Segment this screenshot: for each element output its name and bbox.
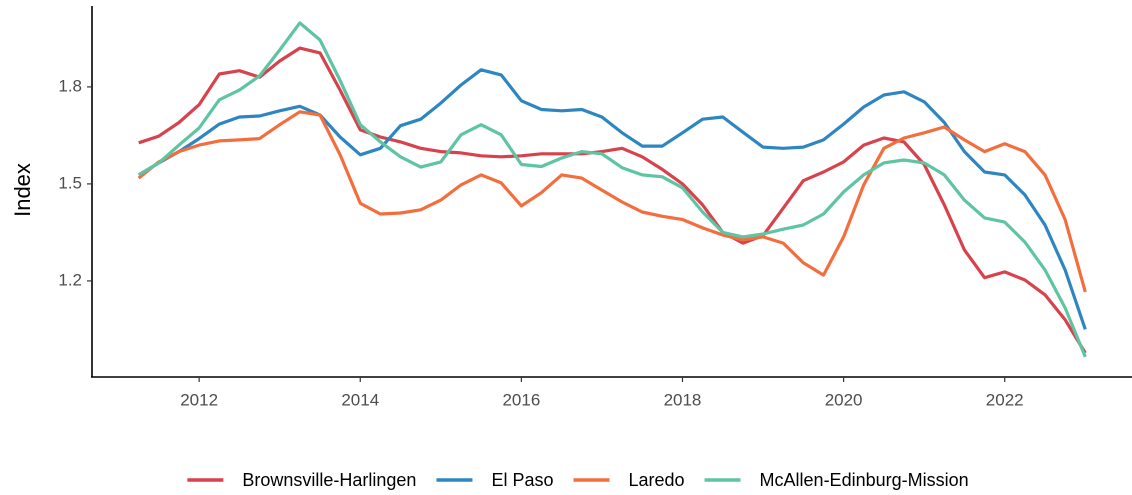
x-tick-label: 2020 [825,390,863,409]
y-tick-label: 1.5 [58,173,82,192]
x-tick-label: 2022 [986,390,1024,409]
x-tick-label: 2014 [341,390,379,409]
line-series [137,110,1087,293]
legend-label: El Paso [491,470,553,490]
line-series [138,46,1087,354]
legend-label: McAllen-Edinburg-Mission [760,470,969,490]
x-tick-label: 2012 [180,390,218,409]
x-tick-label: 2016 [502,390,540,409]
y-axis-title: Index [10,163,35,217]
line-series [137,68,1087,330]
y-tick-label: 1.2 [58,270,82,289]
legend-label: Brownsville-Harlingen [242,470,416,490]
y-tick-label: 1.8 [58,76,82,95]
x-tick-label: 2018 [664,390,702,409]
line-series [137,21,1087,358]
legend-label: Laredo [628,470,684,490]
